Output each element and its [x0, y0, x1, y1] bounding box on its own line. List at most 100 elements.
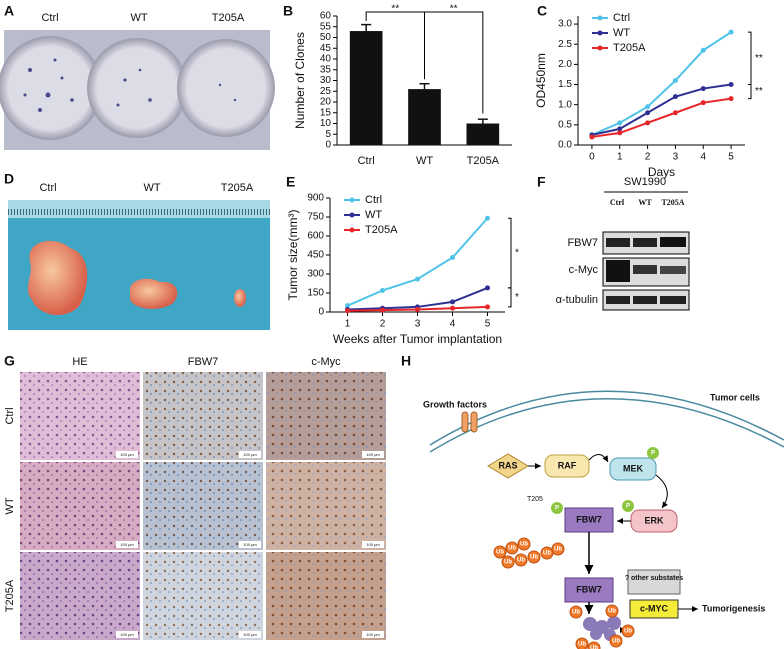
ihc-tint: [143, 462, 263, 550]
y-tick-label: 0.0: [558, 140, 572, 151]
y-tick-label: 2.5: [558, 39, 572, 50]
legend-marker: [597, 45, 603, 51]
ubiquitin-label: Ub: [543, 551, 551, 557]
ubiquitin-label: Ub: [608, 609, 616, 615]
y-tick-label: 750: [307, 212, 324, 223]
panel-letter: G: [4, 353, 15, 369]
ihc-image: [266, 462, 386, 550]
node-mek: MEK: [623, 463, 644, 473]
ihc-tint: [20, 462, 140, 550]
tumor-photo: [8, 200, 270, 330]
point: [485, 304, 490, 310]
ubiquitin: [587, 641, 601, 649]
ubiquitin: [527, 550, 541, 564]
y-tick-label: 25: [320, 86, 332, 97]
panel-letter: A: [4, 3, 14, 19]
x-tick-label: Ctrl: [358, 155, 375, 167]
point: [728, 96, 734, 102]
panel-letter: C: [537, 3, 547, 19]
y-tick-label: 10: [320, 118, 332, 129]
legend-marker: [349, 227, 355, 233]
ihc-image: [266, 372, 386, 460]
phospho: P: [555, 506, 559, 512]
significance-label: *: [515, 248, 519, 259]
significance-label: **: [450, 4, 458, 15]
ubiquitin-label: Ub: [624, 629, 632, 635]
series-line: [591, 83, 732, 136]
point: [672, 110, 678, 116]
legend-marker: [349, 197, 355, 203]
ubiquitin: [505, 541, 519, 555]
ihc-grid: HE FBW7 c-Myc Ctrl 100 μm 100 μm 100 μm WT 100 μ…: [4, 356, 386, 640]
significance-bracket: [748, 31, 752, 86]
point: [450, 299, 455, 305]
node-other: ? other substates: [625, 575, 683, 582]
ubiquitin: [501, 555, 515, 569]
x-tick-label: 5: [485, 319, 491, 330]
ihc-tint: [266, 372, 386, 460]
x-tick-label: 4: [450, 319, 456, 330]
ubiquitin: [493, 545, 507, 559]
ubiquitin-label: Ub: [508, 546, 516, 552]
y-tick-label: 0: [318, 307, 324, 318]
diagram-label: Growth factors: [423, 399, 487, 409]
scale-bar-label: 100 μm: [366, 452, 380, 457]
y-axis-label: OD450nm: [534, 53, 548, 108]
y-tick-label: 0.5: [558, 119, 572, 130]
y-axis-label: Number of Clones: [293, 32, 307, 129]
ubiquitin-label: Ub: [578, 642, 586, 648]
ihc-image: [20, 462, 140, 550]
y-tick-label: 20: [320, 97, 332, 108]
y-tick-label: 900: [307, 193, 324, 204]
western-blot: SW1990 Ctrl WT T205A FBW7 c-Myc α-tubuli…: [556, 176, 690, 311]
point: [450, 305, 455, 311]
diagram-label: Tumorigenesis: [702, 603, 765, 613]
scale-bar-label: 100 μm: [366, 632, 380, 637]
ubiquitin-label: Ub: [612, 639, 620, 645]
site-label: T205: [527, 496, 543, 503]
node-erk: ERK: [644, 515, 664, 525]
ihc-tint: [20, 372, 140, 460]
x-tick-label: 0: [589, 152, 595, 163]
legend-marker: [597, 30, 603, 36]
scale-bar-label: 100 μm: [366, 542, 380, 547]
significance-label: *: [515, 292, 519, 303]
point: [380, 307, 385, 313]
photo-label: T205A: [221, 182, 254, 194]
x-tick-label: 3: [415, 319, 421, 330]
y-tick-label: 40: [320, 54, 332, 65]
point: [485, 215, 490, 221]
ubiquitin-label: Ub: [530, 555, 538, 561]
photo-label: Ctrl: [41, 12, 58, 24]
x-tick-label: 2: [645, 152, 651, 163]
ihc-row-label: Ctrl: [4, 407, 16, 424]
point: [728, 82, 734, 88]
significance-label: **: [755, 86, 763, 97]
x-tick-label: T205A: [467, 155, 500, 167]
lane-label: T205A: [661, 198, 684, 207]
ihc-row-label: T205A: [4, 579, 16, 612]
point: [645, 110, 651, 116]
point: [700, 100, 706, 106]
ihc-tint: [143, 372, 263, 460]
cell-line: SW1990: [624, 176, 666, 188]
photo-label: WT: [130, 12, 147, 24]
y-tick-label: 35: [320, 64, 332, 75]
node-fbw7: FBW7: [576, 514, 602, 524]
point: [617, 130, 623, 136]
y-tick-label: 15: [320, 107, 332, 118]
bar: [349, 31, 383, 145]
point: [485, 285, 490, 291]
clonogenic-photo: [0, 30, 275, 150]
y-tick-label: 30: [320, 75, 332, 86]
significance-label: **: [391, 4, 399, 15]
x-tick-label: 3: [673, 152, 679, 163]
point: [415, 276, 420, 282]
ubiquitin: [551, 542, 565, 556]
y-tick-label: 2.0: [558, 59, 572, 70]
ubiquitin-label: Ub: [504, 560, 512, 566]
node-raf: RAF: [558, 460, 577, 470]
y-tick-label: 1.0: [558, 99, 572, 110]
phospho: P: [651, 451, 655, 457]
ihc-column-label: c-Myc: [311, 356, 341, 368]
